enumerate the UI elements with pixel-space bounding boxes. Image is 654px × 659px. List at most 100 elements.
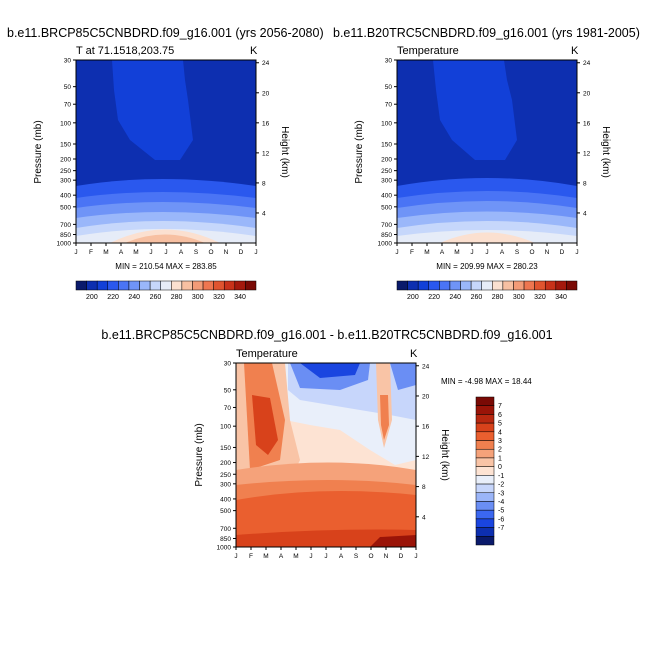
panel2-ylabel: Pressure (mb) bbox=[354, 120, 365, 183]
colorbar-swatch bbox=[475, 422, 495, 433]
colorbar-label: 1 bbox=[498, 455, 502, 462]
month-tick-label: J bbox=[395, 249, 398, 256]
height-tick-label: 8 bbox=[583, 180, 587, 187]
colorbar-swatch bbox=[513, 280, 525, 291]
panel3-pressure-ticks: 30 50 70 100 150 200 250 300 400 500 700 850 1000 bbox=[217, 361, 236, 552]
month-tick-label: D bbox=[560, 249, 565, 256]
colorbar-swatch bbox=[396, 280, 408, 291]
colorbar-label: 200 bbox=[86, 294, 98, 301]
month-tick-label: N bbox=[545, 249, 550, 256]
panel1-pressure-ticks: 30 50 70 100 150 200 250 300 400 500 700 850 1000 bbox=[57, 58, 76, 248]
panel3-ylabel: Pressure (mb) bbox=[194, 423, 205, 486]
month-tick-label: N bbox=[224, 249, 229, 256]
colorbar-label: 260 bbox=[471, 294, 483, 301]
pressure-tick-label: 300 bbox=[220, 481, 231, 488]
pressure-tick-label: 500 bbox=[381, 204, 392, 211]
panel2-colorbar-labels: 200 220 240 260 280 300 320 340 bbox=[407, 294, 567, 301]
pressure-tick-label: 500 bbox=[60, 204, 71, 211]
month-tick-label: M bbox=[263, 553, 268, 560]
colorbar-label: -2 bbox=[498, 482, 504, 489]
colorbar-swatch bbox=[139, 280, 151, 291]
pressure-tick-label: 100 bbox=[60, 120, 71, 127]
month-tick-label: A bbox=[440, 249, 445, 256]
panel3-title: b.e11.BRCP85C5CNBDRD.f09_g16.001 - b.e11… bbox=[101, 328, 552, 342]
colorbar-swatch bbox=[75, 280, 87, 291]
pressure-tick-label: 70 bbox=[224, 405, 232, 412]
colorbar-swatch bbox=[118, 280, 130, 291]
month-tick-label: D bbox=[239, 249, 244, 256]
colorbar-label: 6 bbox=[498, 412, 502, 419]
pressure-tick-label: 150 bbox=[381, 141, 392, 148]
colorbar-swatch bbox=[475, 396, 495, 406]
colorbar-label: 220 bbox=[428, 294, 440, 301]
colorbar-swatch bbox=[475, 475, 495, 485]
colorbar-label: -1 bbox=[498, 473, 504, 480]
month-tick-label: J bbox=[164, 249, 167, 256]
panel1-plot bbox=[75, 59, 257, 244]
month-tick-label: J bbox=[74, 249, 77, 256]
colorbar-swatch bbox=[245, 280, 257, 291]
colorbar-label: 5 bbox=[498, 421, 502, 428]
colorbar-swatch bbox=[566, 280, 578, 291]
colorbar-label: 3 bbox=[498, 438, 502, 445]
colorbar-swatch bbox=[475, 509, 495, 520]
month-tick-label: A bbox=[339, 553, 344, 560]
month-tick-label: M bbox=[454, 249, 459, 256]
pressure-tick-label: 300 bbox=[381, 178, 392, 185]
height-tick-label: 16 bbox=[422, 424, 430, 431]
colorbar-label: -3 bbox=[498, 490, 504, 497]
colorbar-label: 320 bbox=[534, 294, 546, 301]
panel2-colorbar bbox=[396, 280, 578, 291]
colorbar-swatch bbox=[475, 448, 495, 459]
pressure-tick-label: 1000 bbox=[378, 241, 393, 248]
panel1-stats: MIN = 210.54 MAX = 283.85 bbox=[115, 262, 217, 271]
month-tick-label: M bbox=[293, 553, 298, 560]
colorbar-swatch bbox=[475, 440, 495, 450]
month-tick-label: A bbox=[179, 249, 184, 256]
colorbar-swatch bbox=[475, 501, 495, 511]
colorbar-swatch bbox=[428, 280, 440, 291]
colorbar-swatch bbox=[475, 492, 495, 502]
colorbar-label: 220 bbox=[107, 294, 119, 301]
pressure-tick-label: 300 bbox=[60, 178, 71, 185]
month-tick-label: S bbox=[194, 249, 199, 256]
colorbar-label: 320 bbox=[213, 294, 225, 301]
pressure-tick-label: 50 bbox=[224, 387, 232, 394]
pressure-tick-label: 30 bbox=[224, 361, 232, 368]
pressure-tick-label: 100 bbox=[381, 120, 392, 127]
pressure-tick-label: 250 bbox=[381, 168, 392, 175]
month-tick-label: J bbox=[234, 553, 237, 560]
panel1-colorbar bbox=[75, 280, 257, 291]
month-tick-label: S bbox=[515, 249, 520, 256]
pressure-tick-label: 70 bbox=[64, 102, 72, 109]
month-tick-label: J bbox=[485, 249, 488, 256]
colorbar-label: 260 bbox=[150, 294, 162, 301]
panel3-colorbar-labels: 7 6 54 3 21 0 -1 -2-3 -4 -5-6 -7 bbox=[498, 403, 504, 532]
month-tick-label: O bbox=[208, 249, 213, 256]
pressure-tick-label: 100 bbox=[220, 424, 231, 431]
height-tick-label: 16 bbox=[262, 120, 270, 127]
height-tick-label: 4 bbox=[422, 514, 426, 521]
colorbar-label: 340 bbox=[234, 294, 246, 301]
month-tick-label: J bbox=[470, 249, 473, 256]
colorbar-swatch bbox=[171, 280, 183, 291]
colorbar-swatch bbox=[460, 280, 472, 291]
pressure-tick-label: 400 bbox=[381, 193, 392, 200]
colorbar-label: 340 bbox=[555, 294, 567, 301]
colorbar-label: 4 bbox=[498, 429, 502, 436]
colorbar-swatch bbox=[86, 280, 98, 291]
height-tick-label: 20 bbox=[262, 90, 270, 97]
colorbar-swatch bbox=[475, 414, 495, 424]
pressure-tick-label: 30 bbox=[385, 58, 393, 65]
pressure-tick-label: 250 bbox=[60, 168, 71, 175]
colorbar-swatch bbox=[160, 280, 172, 291]
panel3-colorbar bbox=[475, 396, 495, 546]
colorbar-label: 0 bbox=[498, 464, 502, 471]
pressure-tick-label: 1000 bbox=[217, 545, 232, 552]
colorbar-swatch bbox=[475, 457, 495, 467]
pressure-tick-label: 250 bbox=[220, 472, 231, 479]
colorbar-swatch bbox=[544, 280, 557, 291]
